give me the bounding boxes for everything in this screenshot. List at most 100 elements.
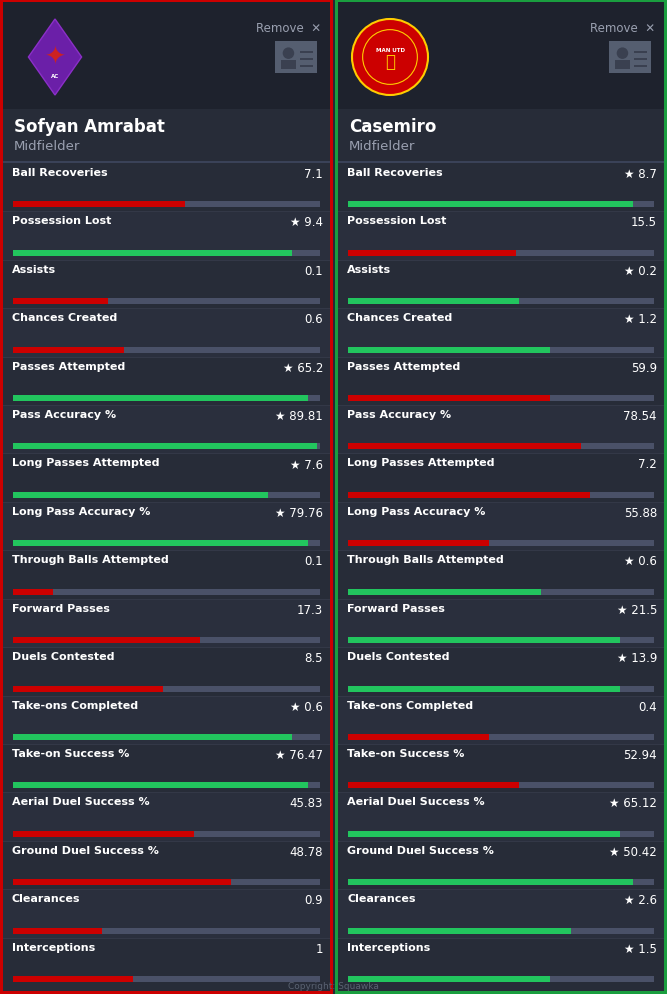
Text: Duels Contested: Duels Contested <box>347 651 450 661</box>
Text: Duels Contested: Duels Contested <box>12 651 115 661</box>
Bar <box>13 976 133 982</box>
Text: 0.1: 0.1 <box>304 555 323 568</box>
Bar <box>348 831 654 837</box>
Text: Casemiro: Casemiro <box>349 118 436 136</box>
Bar <box>338 841 664 842</box>
Text: 15.5: 15.5 <box>631 216 657 230</box>
Bar <box>0 0 333 994</box>
Bar <box>348 299 654 305</box>
Bar <box>13 589 320 595</box>
Bar <box>13 396 320 402</box>
Bar <box>3 309 330 357</box>
Text: Midfielder: Midfielder <box>14 140 81 153</box>
Bar <box>348 250 516 256</box>
Bar <box>664 0 667 994</box>
Text: Possession Lost: Possession Lost <box>347 216 446 227</box>
Bar <box>13 976 320 982</box>
Text: Long Pass Accuracy %: Long Pass Accuracy % <box>12 506 150 516</box>
Bar <box>348 396 550 402</box>
Bar <box>338 454 664 455</box>
Circle shape <box>617 49 628 60</box>
Bar <box>3 890 330 937</box>
Bar <box>634 66 647 69</box>
Bar <box>3 454 330 455</box>
Text: Interceptions: Interceptions <box>347 941 430 951</box>
Bar <box>13 880 231 886</box>
Text: 1: 1 <box>315 941 323 954</box>
Bar <box>335 0 667 3</box>
Bar <box>338 745 664 746</box>
Bar <box>634 52 647 54</box>
Bar <box>3 937 330 986</box>
Text: Take-on Success %: Take-on Success % <box>347 748 464 758</box>
Bar <box>13 444 320 450</box>
Bar <box>3 357 330 406</box>
Bar <box>348 589 654 595</box>
Bar <box>338 212 664 213</box>
Text: ★ 1.5: ★ 1.5 <box>624 941 657 954</box>
Bar <box>13 735 292 741</box>
Bar <box>348 782 520 788</box>
Bar <box>348 396 654 402</box>
Text: Long Passes Attempted: Long Passes Attempted <box>347 458 494 468</box>
Text: AC: AC <box>51 74 59 79</box>
Text: Interceptions: Interceptions <box>12 941 95 951</box>
Bar <box>348 444 654 450</box>
Text: Take-ons Completed: Take-ons Completed <box>347 700 473 710</box>
Bar <box>3 212 330 213</box>
Bar <box>300 66 313 69</box>
Bar <box>3 357 330 358</box>
Text: Through Balls Attempted: Through Balls Attempted <box>12 555 169 565</box>
Bar <box>338 502 664 551</box>
Bar <box>13 541 320 547</box>
Bar <box>338 406 664 407</box>
Bar <box>338 162 664 163</box>
Text: 45.83: 45.83 <box>289 796 323 809</box>
Bar <box>338 551 664 552</box>
Text: Take-ons Completed: Take-ons Completed <box>12 700 138 710</box>
Text: Ground Duel Success %: Ground Duel Success % <box>12 845 159 855</box>
Text: ★ 1.2: ★ 1.2 <box>624 313 657 326</box>
Bar <box>13 686 320 692</box>
Text: 52.94: 52.94 <box>624 748 657 761</box>
Bar <box>338 309 664 310</box>
Bar <box>338 454 664 502</box>
Text: ★ 13.9: ★ 13.9 <box>616 651 657 664</box>
Text: Possession Lost: Possession Lost <box>12 216 111 227</box>
Bar <box>348 250 654 256</box>
Bar <box>338 599 664 600</box>
Text: Through Balls Attempted: Through Balls Attempted <box>347 555 504 565</box>
Text: Clearances: Clearances <box>347 894 416 904</box>
Bar <box>13 250 320 256</box>
Bar <box>3 551 330 552</box>
Bar <box>13 299 108 305</box>
Bar <box>338 212 664 260</box>
Bar <box>300 59 313 62</box>
Bar <box>3 406 330 454</box>
Bar <box>338 551 664 599</box>
Bar <box>13 444 317 450</box>
Text: Pass Accuracy %: Pass Accuracy % <box>347 410 451 419</box>
Bar <box>348 492 654 498</box>
Bar <box>338 260 664 261</box>
Text: ★ 8.7: ★ 8.7 <box>624 168 657 181</box>
Bar <box>348 976 654 982</box>
Bar <box>338 937 664 938</box>
Bar <box>13 202 185 208</box>
Bar <box>348 637 654 643</box>
Bar <box>3 162 330 163</box>
Text: Aerial Duel Success %: Aerial Duel Success % <box>347 796 485 806</box>
Bar <box>13 927 102 933</box>
Bar <box>338 599 664 647</box>
Bar <box>13 927 320 933</box>
Bar <box>348 299 520 305</box>
Bar <box>348 637 620 643</box>
Text: Chances Created: Chances Created <box>347 313 452 323</box>
Text: Passes Attempted: Passes Attempted <box>347 361 460 372</box>
Text: Midfielder: Midfielder <box>349 140 416 153</box>
Bar <box>348 976 550 982</box>
Text: Forward Passes: Forward Passes <box>12 603 110 613</box>
Text: ★ 7.6: ★ 7.6 <box>290 458 323 471</box>
Text: 7.2: 7.2 <box>638 458 657 471</box>
Bar <box>615 61 630 71</box>
